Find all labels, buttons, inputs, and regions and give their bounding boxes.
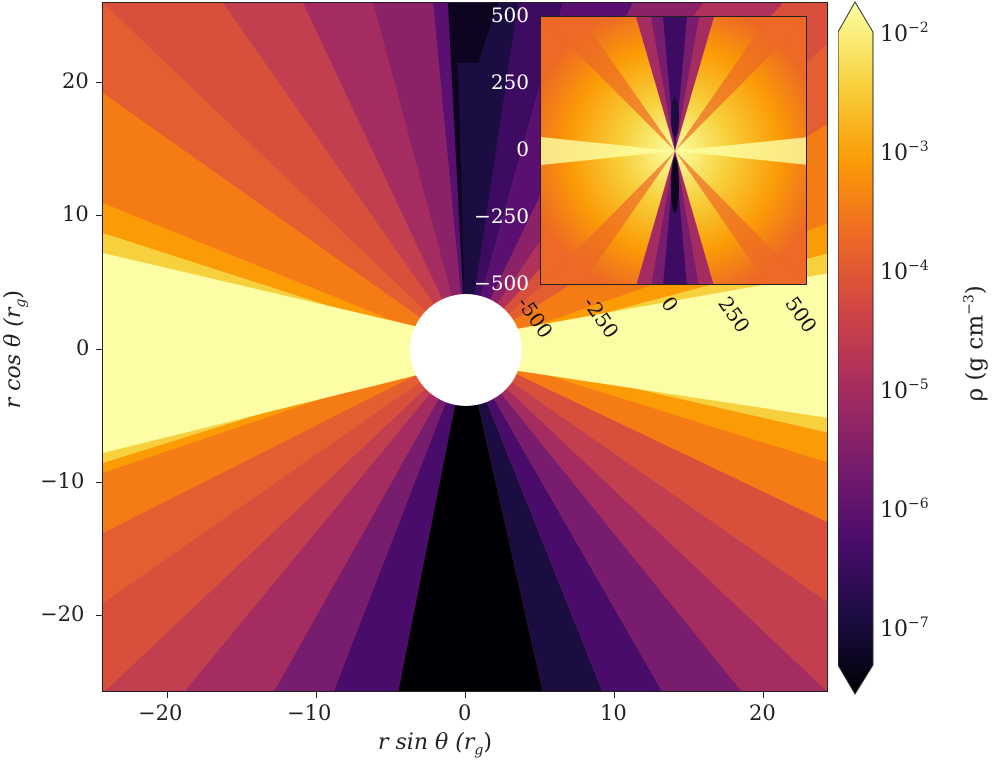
y-axis-label: r cos θ (rg) [1, 264, 29, 434]
colorbar [837, 0, 874, 696]
inset-y-tick-label: −250 [474, 204, 529, 228]
x-tick-label: −10 [287, 701, 332, 725]
x-axis-label-close: ) [483, 730, 492, 755]
x-tick-label: 0 [458, 701, 472, 725]
colorbar-label-close: ) [962, 285, 989, 295]
y-tick [96, 349, 102, 350]
y-tick-label: −20 [40, 602, 85, 626]
x-tick [614, 692, 615, 698]
colorbar-tick-label: 10−6 [880, 496, 929, 523]
inset-density-map [541, 17, 806, 284]
x-tick-label: 20 [749, 701, 776, 725]
colorbar-tick-label: 10−3 [880, 139, 929, 166]
inset-y-tick-label: −500 [474, 271, 529, 295]
x-tick [316, 692, 317, 698]
colorbar-label: ρ (g cm−3) [962, 263, 989, 423]
colorbar-tick-label: 10−5 [880, 377, 929, 404]
x-tick [763, 692, 764, 698]
x-axis-label-sub: g [474, 742, 484, 759]
x-tick-label: −20 [138, 701, 183, 725]
x-tick [465, 692, 466, 698]
inset-y-tick-label: 250 [490, 70, 529, 94]
y-tick [96, 615, 102, 616]
y-axis-label-sub: g [13, 298, 30, 308]
colorbar-label-text: ρ (g cm [962, 314, 989, 402]
x-axis-label-text: r sin θ (r [378, 730, 475, 755]
lower-wedges [103, 350, 827, 691]
colorbar-tick-label: 10−7 [880, 615, 929, 642]
colorbar-label-exp: −3 [961, 294, 978, 315]
colorbar-tick-label: 10−2 [880, 20, 929, 47]
y-axis-label-close: ) [0, 290, 26, 299]
y-tick-label: 10 [62, 202, 89, 226]
inset-plot-area [540, 16, 807, 285]
inset-y-tick-label: 500 [490, 3, 529, 27]
excised-hole [410, 294, 522, 406]
x-axis-label: r sin θ (rg) [378, 730, 492, 758]
y-tick-label: −10 [40, 469, 85, 493]
colorbar-gradient [837, 1, 874, 695]
y-axis-label-text: r cos θ (r [0, 307, 26, 409]
x-tick [167, 692, 168, 698]
inset-y-tick-label: 0 [516, 137, 529, 161]
x-tick-label: 10 [600, 701, 627, 725]
y-tick [96, 215, 102, 216]
y-tick [96, 82, 102, 83]
y-tick-label: 0 [76, 336, 90, 360]
y-tick [96, 482, 102, 483]
y-tick-label: 20 [62, 69, 89, 93]
colorbar-tick-label: 10−4 [880, 258, 929, 285]
